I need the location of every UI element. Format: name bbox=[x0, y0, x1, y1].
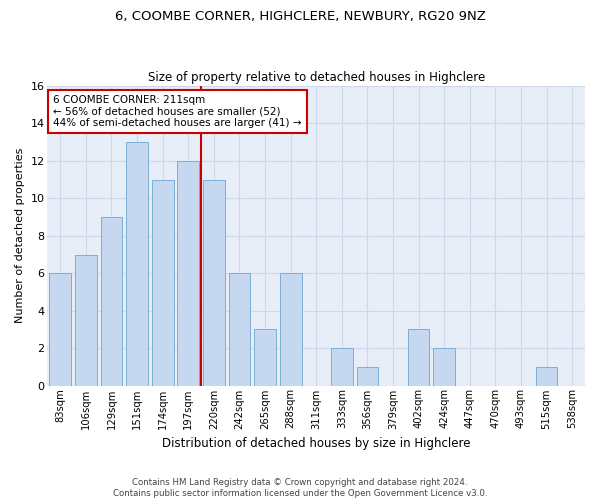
Bar bbox=[101, 217, 122, 386]
Bar bbox=[75, 254, 97, 386]
Text: 6 COOMBE CORNER: 211sqm
← 56% of detached houses are smaller (52)
44% of semi-de: 6 COOMBE CORNER: 211sqm ← 56% of detache… bbox=[53, 95, 301, 128]
Bar bbox=[254, 330, 276, 386]
Bar bbox=[203, 180, 225, 386]
X-axis label: Distribution of detached houses by size in Highclere: Distribution of detached houses by size … bbox=[162, 437, 470, 450]
Bar bbox=[49, 273, 71, 386]
Y-axis label: Number of detached properties: Number of detached properties bbox=[15, 148, 25, 324]
Title: Size of property relative to detached houses in Highclere: Size of property relative to detached ho… bbox=[148, 70, 485, 84]
Bar bbox=[536, 367, 557, 386]
Bar bbox=[408, 330, 430, 386]
Text: 6, COOMBE CORNER, HIGHCLERE, NEWBURY, RG20 9NZ: 6, COOMBE CORNER, HIGHCLERE, NEWBURY, RG… bbox=[115, 10, 485, 23]
Text: Contains HM Land Registry data © Crown copyright and database right 2024.
Contai: Contains HM Land Registry data © Crown c… bbox=[113, 478, 487, 498]
Bar bbox=[280, 273, 302, 386]
Bar bbox=[152, 180, 173, 386]
Bar bbox=[229, 273, 250, 386]
Bar bbox=[433, 348, 455, 386]
Bar bbox=[126, 142, 148, 386]
Bar bbox=[356, 367, 379, 386]
Bar bbox=[331, 348, 353, 386]
Bar bbox=[178, 161, 199, 386]
